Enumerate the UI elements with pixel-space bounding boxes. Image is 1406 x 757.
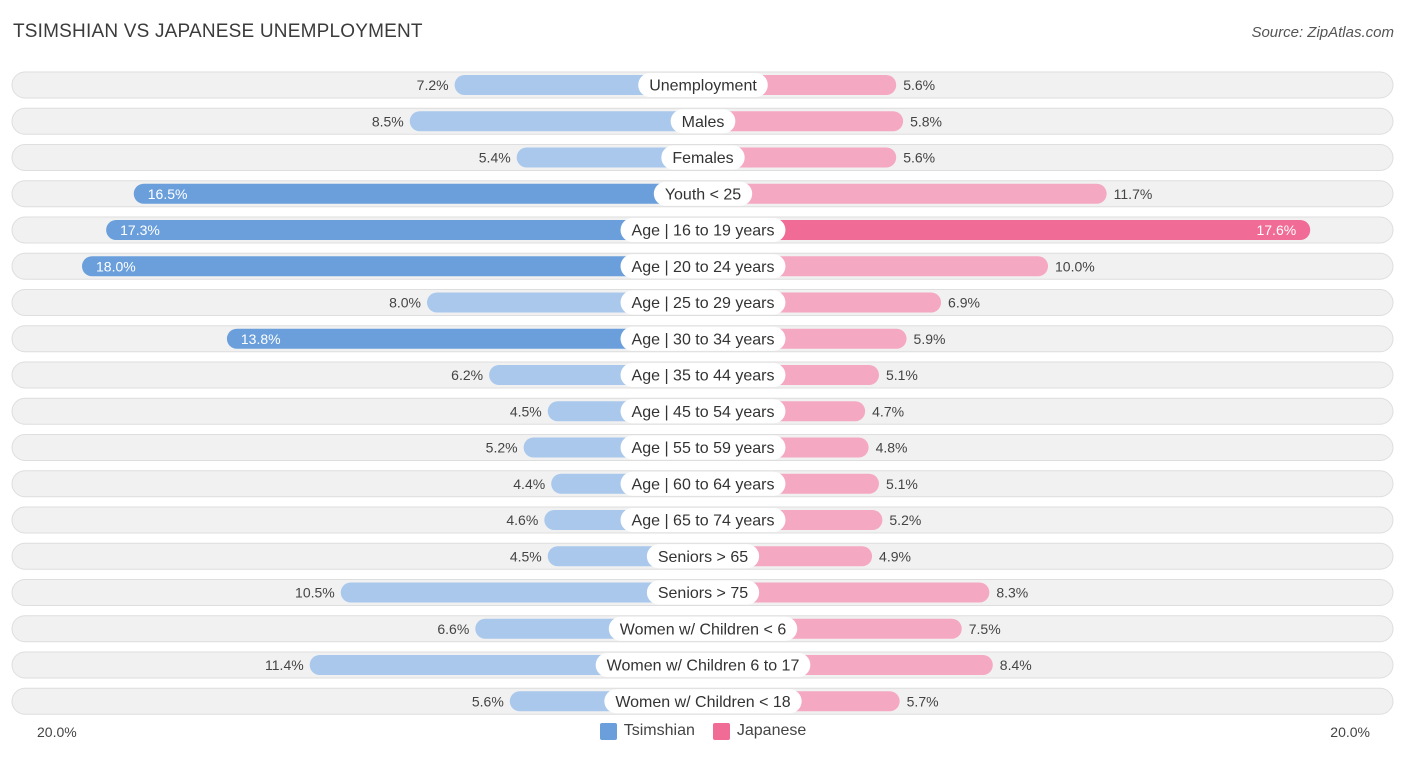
axis-min-label: 20.0% [37,724,77,740]
value-label-tsimshian: 17.3% [120,222,160,238]
category-label: Age | 20 to 24 years [632,259,775,276]
category-pill [620,435,786,460]
value-label-tsimshian: 6.6% [437,621,469,637]
value-label-japanese: 5.6% [903,77,935,93]
category-pill [620,399,786,424]
category-pill [620,290,786,315]
category-label: Women w/ Children 6 to 17 [607,658,800,675]
category-label: Age | 16 to 19 years [632,223,775,240]
bar-tsimshian [133,183,703,204]
legend-label-japanese: Japanese [736,722,807,739]
category-pill [646,580,760,605]
category-pill [646,544,760,569]
value-label-tsimshian: 13.8% [241,331,281,347]
value-label-japanese: 5.1% [886,476,918,492]
legend-item-tsimshian: Tsimshian [599,722,695,740]
legend-swatch-tsimshian [599,722,617,740]
category-label: Females [672,150,733,167]
value-label-tsimshian: 4.4% [513,476,545,492]
category-label: Women w/ Children < 6 [620,621,787,638]
category-pill [620,254,786,279]
category-pill [595,653,811,677]
legend: Tsimshian Japanese [0,722,1406,740]
value-label-japanese: 4.8% [876,440,908,456]
source-label: Source: ZipAtlas.com [1251,24,1394,41]
value-label-japanese: 11.7% [1114,186,1153,202]
value-label-tsimshian: 11.4% [265,657,304,673]
bar-japanese [703,147,897,168]
value-label-japanese: 4.9% [879,548,911,564]
value-label-japanese: 10.0% [1055,258,1095,274]
axis-max-label: 20.0% [1330,724,1370,740]
bar-tsimshian [409,111,703,132]
value-label-tsimshian: 8.5% [372,113,404,129]
legend-swatch-japanese [712,722,730,740]
category-label: Women w/ Children < 18 [615,694,790,711]
category-pill [620,326,786,351]
value-label-japanese: 4.7% [872,403,904,419]
bar-japanese [703,183,1107,204]
value-label-tsimshian: 5.4% [479,150,511,166]
value-label-japanese: 5.7% [907,693,939,709]
value-label-japanese: 17.6% [1256,222,1296,238]
value-label-tsimshian: 7.2% [417,77,449,93]
category-label: Age | 65 to 74 years [632,513,775,530]
category-label: Age | 60 to 64 years [632,476,775,493]
category-pill [620,218,786,242]
category-pill [620,363,786,387]
value-label-tsimshian: 8.0% [389,295,421,311]
value-label-tsimshian: 4.5% [510,403,542,419]
category-pill [661,145,745,170]
category-label: Youth < 25 [665,186,741,203]
value-label-japanese: 5.1% [886,367,918,383]
category-pill [604,689,802,714]
bar-japanese [703,582,990,603]
bar-japanese [703,256,1048,277]
category-pill [638,73,768,97]
value-label-tsimshian: 10.5% [295,585,335,601]
category-label: Age | 30 to 34 years [632,331,775,348]
bar-japanese [703,220,1311,240]
category-label: Unemployment [649,78,757,95]
category-pill [620,471,786,496]
bar-tsimshian [340,582,703,603]
value-label-japanese: 8.4% [1000,657,1032,673]
value-label-tsimshian: 6.2% [451,367,483,383]
category-pill [653,181,753,206]
category-label: Seniors > 65 [658,549,748,566]
category-label: Males [682,114,725,131]
value-label-japanese: 5.8% [910,113,942,129]
category-pill [608,616,798,641]
category-label: Seniors > 75 [658,585,748,602]
category-pill [670,109,736,134]
legend-item-japanese: Japanese [712,722,807,740]
bar-tsimshian [82,256,703,277]
value-label-japanese: 5.9% [914,331,946,347]
value-label-japanese: 7.5% [969,621,1001,637]
category-label: Age | 35 to 44 years [632,368,775,385]
bar-tsimshian [226,328,703,349]
category-label: Age | 55 to 59 years [632,440,775,457]
value-label-tsimshian: 18.0% [96,258,136,274]
category-label: Age | 25 to 29 years [632,295,775,312]
value-label-tsimshian: 16.5% [148,186,188,202]
value-label-tsimshian: 4.6% [506,512,538,528]
bar-tsimshian [516,147,703,168]
value-label-japanese: 6.9% [948,295,980,311]
chart-title: TSIMSHIAN VS JAPANESE UNEMPLOYMENT [13,21,423,42]
category-pill [620,508,786,532]
category-label: Age | 45 to 54 years [632,404,775,421]
value-label-tsimshian: 5.6% [472,693,504,709]
value-label-japanese: 8.3% [996,585,1028,601]
bar-tsimshian [106,220,703,240]
value-label-japanese: 5.2% [889,512,921,528]
value-label-tsimshian: 5.2% [486,440,518,456]
legend-label-tsimshian: Tsimshian [623,722,695,739]
bar-japanese [703,111,904,132]
value-label-tsimshian: 4.5% [510,548,542,564]
value-label-japanese: 5.6% [903,150,935,166]
